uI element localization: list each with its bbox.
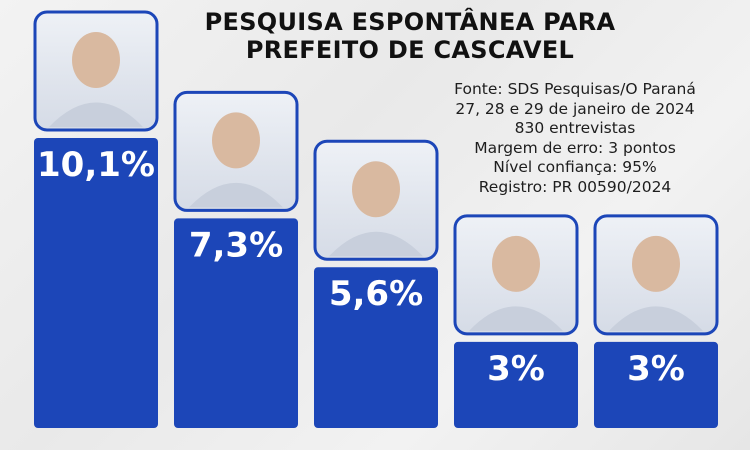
info-registry: Registro: PR 00590/2024 [478,177,672,196]
info-confidence: Nível confiança: 95% [493,158,657,176]
info-dates: 27, 28 e 29 de janeiro de 2024 [455,99,695,118]
bar-4 [454,341,578,428]
value-label-3: 5,6% [329,274,423,314]
candidate-photo-4 [453,214,579,336]
info-sample: 830 entrevistas [514,119,636,137]
value-label-5: 3% [627,349,685,389]
chart-title: PESQUISA ESPONTÂNEA PARA PREFEITO DE CAS… [160,8,660,64]
value-label-4: 3% [487,349,545,389]
bar-1 [34,138,158,428]
info-margin: Margem de erro: 3 pontos [474,138,676,157]
info-source: Fonte: SDS Pesquisas/O Paraná [454,80,696,98]
value-label-1: 10,1% [37,145,155,185]
value-label-2: 7,3% [189,225,283,265]
bar-3 [314,267,438,428]
candidate-photo-3 [313,139,439,261]
candidate-photo-2 [173,90,299,212]
title-line-1: PESQUISA ESPONTÂNEA PARA [204,8,616,36]
bar-2 [174,218,298,428]
candidate-photo-5 [593,214,719,336]
survey-info: Fonte: SDS Pesquisas/O Paraná 27, 28 e 2… [430,80,720,197]
candidate-photo-1 [33,10,159,132]
title-line-2: PREFEITO DE CASCAVEL [245,36,575,64]
bar-5 [594,341,718,428]
